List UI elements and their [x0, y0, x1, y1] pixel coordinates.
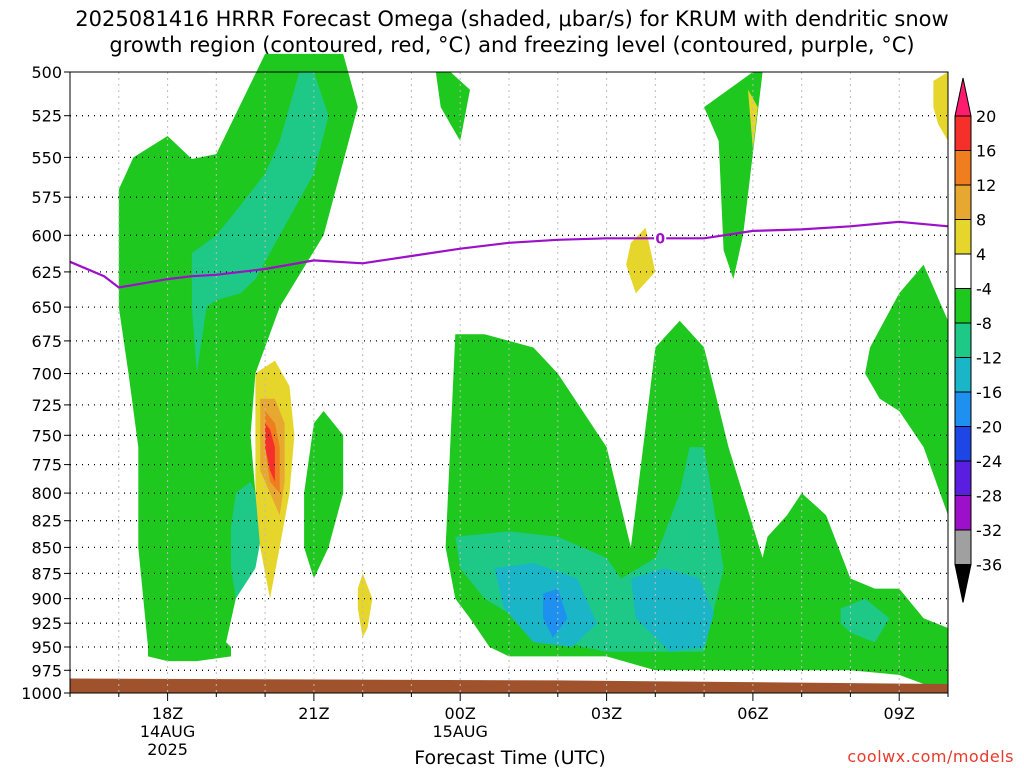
- x-tick-label: 03Z: [591, 704, 622, 723]
- y-tick-label: 600: [31, 226, 62, 245]
- y-tick-label: 700: [31, 365, 62, 384]
- freezing-level-contour: 0: [69, 220, 949, 289]
- omega-region-18: [840, 598, 890, 643]
- colorbar-segment: [954, 150, 972, 186]
- colorbar-label: 16: [976, 142, 996, 161]
- y-tick-label: 575: [31, 188, 62, 207]
- colorbar-segment: [954, 495, 972, 531]
- colorbar-segment: [954, 460, 972, 496]
- colorbar-segment: [954, 115, 972, 151]
- y-tick-label: 1000: [21, 684, 62, 703]
- y-tick-label: 875: [31, 564, 62, 583]
- omega-region-21: [933, 72, 948, 141]
- x-tick-date: 15AUG: [432, 722, 487, 741]
- colorbar-label: -20: [976, 418, 1002, 437]
- x-tick-year: 2025: [147, 740, 188, 759]
- omega-region-2: [231, 481, 266, 599]
- omega-shading: [118, 53, 948, 684]
- colorbar: 20 16 12 8 4 -4 -8 -12 -16 -20 -24 -28 -32 -36: [954, 77, 1002, 603]
- credit-text: coolwx.com/models: [847, 747, 1014, 766]
- y-tick-label: 625: [31, 263, 62, 282]
- colorbar-bottom-arrow: [954, 564, 972, 603]
- omega-region-20: [626, 227, 656, 294]
- y-tick-label: 825: [31, 512, 62, 531]
- omega-region-9: [357, 573, 373, 638]
- y-tick-label: 900: [31, 590, 62, 609]
- y-tick-label: 950: [31, 638, 62, 657]
- y-tick-label: 725: [31, 396, 62, 415]
- omega-region-1: [191, 72, 329, 374]
- y-tick-label: 800: [31, 484, 62, 503]
- colorbar-label: -16: [976, 383, 1002, 402]
- freezing-level-line: [69, 220, 949, 289]
- colorbar-top-arrow: [954, 77, 972, 117]
- colorbar-segment: [954, 322, 972, 358]
- omega-region-13: [435, 72, 470, 141]
- y-tick-label: 975: [31, 661, 62, 680]
- x-tick-label: 18Z: [152, 704, 183, 723]
- x-axis-title: Forecast Time (UTC): [414, 747, 605, 768]
- colorbar-segment: [954, 426, 972, 462]
- chart-title-line2: growth region (contoured, red, °C) and f…: [109, 33, 914, 57]
- x-tick-label: 21Z: [298, 704, 329, 723]
- omega-region-19: [743, 80, 758, 150]
- x-tick-label: 00Z: [445, 704, 476, 723]
- omega-region-11: [704, 72, 763, 280]
- colorbar-segment: [954, 529, 972, 565]
- y-axis: 500 525 550 575 600 625 650 675 700 725 750 775 800 8…: [21, 63, 70, 703]
- y-tick-label: 525: [31, 107, 62, 126]
- y-tick-label: 550: [31, 148, 62, 167]
- omega-region-17: [543, 588, 568, 638]
- y-tick-label: 775: [31, 456, 62, 475]
- y-tick-label: 650: [31, 298, 62, 317]
- x-tick-label: 09Z: [884, 704, 915, 723]
- colorbar-segment: [954, 357, 972, 393]
- colorbar-label: -12: [976, 349, 1002, 368]
- colorbar-label: 8: [976, 211, 986, 230]
- colorbar-segment: [954, 253, 972, 289]
- freezing-level-label: 0: [655, 231, 665, 247]
- omega-region-4: [304, 411, 344, 579]
- omega-region-16: [630, 568, 714, 652]
- colorbar-label: -36: [976, 556, 1002, 575]
- colorbar-label: -4: [976, 280, 992, 299]
- y-tick-label: 750: [31, 426, 62, 445]
- colorbar-label: -28: [976, 487, 1002, 506]
- colorbar-segment: [954, 288, 972, 324]
- colorbar-label: 20: [976, 107, 996, 126]
- colorbar-label: -8: [976, 314, 992, 333]
- colorbar-label: 4: [976, 245, 986, 264]
- colorbar-label: -24: [976, 452, 1002, 471]
- y-tick-label: 500: [31, 63, 62, 82]
- colorbar-label: 12: [976, 176, 996, 195]
- omega-region-8: [265, 423, 275, 482]
- omega-region-12: [865, 264, 948, 516]
- colorbar-label: -32: [976, 521, 1002, 540]
- plot-area: 0: [69, 53, 949, 694]
- colorbar-segment: [954, 391, 972, 427]
- colorbar-segment: [954, 219, 972, 255]
- x-tick-label: 06Z: [737, 704, 768, 723]
- y-tick-label: 850: [31, 538, 62, 557]
- grid-lines: [70, 72, 948, 693]
- x-tick-date: 14AUG: [140, 722, 195, 741]
- colorbar-segment: [954, 184, 972, 220]
- freezing-level-label-bg: [654, 229, 667, 246]
- y-tick-label: 925: [31, 614, 62, 633]
- y-tick-label: 675: [31, 332, 62, 351]
- omega-region-0: [118, 53, 358, 662]
- chart-title-line1: 2025081416 HRRR Forecast Omega (shaded, …: [75, 7, 948, 31]
